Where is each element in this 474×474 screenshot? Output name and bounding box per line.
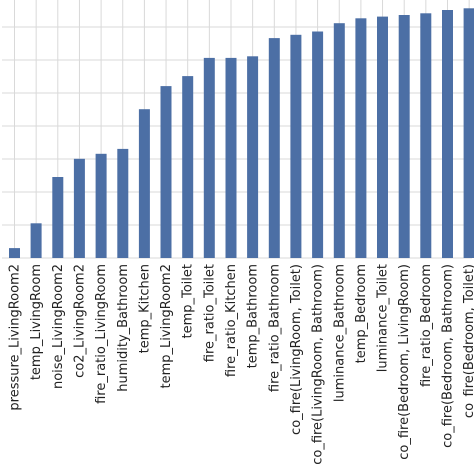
bar-11 <box>247 56 259 258</box>
x-tick-label: temp_Bathroom <box>246 264 261 368</box>
x-tick-label: temp_Bedroom <box>354 264 369 363</box>
bar-17 <box>377 16 388 258</box>
bar-16 <box>355 18 367 258</box>
x-tick-label: luminance_Toilet <box>376 264 391 372</box>
x-tick-label: fire_ratio_LivingRoom <box>94 264 109 404</box>
x-tick-labels: pressure_LivingRoom2 temp_LivingRoom noise… <box>8 264 474 465</box>
bar-12 <box>268 38 280 258</box>
bar-21 <box>463 8 474 258</box>
bar-10 <box>225 57 237 259</box>
bar-8 <box>182 76 194 258</box>
x-tick-label: fire_ratio_Bedroom <box>419 264 434 387</box>
x-tick-label: temp_LivingRoom <box>29 264 44 380</box>
x-tick-label: temp_Kitchen <box>137 264 152 353</box>
bar-5 <box>117 148 129 258</box>
bar-6 <box>138 109 150 258</box>
bars <box>9 8 474 259</box>
bar-13 <box>290 34 302 258</box>
bar-20 <box>442 10 453 258</box>
x-tick-label: pressure_LivingRoom2 <box>8 264 23 411</box>
x-tick-label: temp_LivingRoom2 <box>159 264 174 388</box>
bar-0 <box>9 248 20 258</box>
x-tick-label: humidity_Bathroom <box>116 264 131 392</box>
x-tick-label: co2_LivingRoom2 <box>72 264 87 378</box>
bar-15 <box>333 23 345 259</box>
x-tick-label: fire_ratio_Kitchen <box>224 264 239 377</box>
x-tick-label: fire_ratio_Toilet <box>202 264 217 362</box>
bar-2 <box>52 177 64 258</box>
x-tick-label: noise_LivingRoom2 <box>51 264 66 389</box>
x-tick-label: fire_ratio_Bathroom <box>267 264 282 392</box>
bar-14 <box>312 31 324 258</box>
bar-1 <box>30 223 42 258</box>
bar-18 <box>398 15 410 258</box>
x-tick-label: temp_Toilet <box>181 264 196 339</box>
bar-3 <box>73 158 85 258</box>
bar-4 <box>95 153 107 258</box>
x-tick-label: co_fire(Bedroom, Bathroom) <box>441 264 456 448</box>
x-tick-label: co_fire(Bedroom, LivingRoom) <box>397 264 412 460</box>
x-tick-label: luminance_Bathroom <box>332 264 347 402</box>
bar-19 <box>420 13 432 258</box>
x-tick-label: co_fire(LivingRoom, Bathroom) <box>311 264 326 465</box>
bar-9 <box>203 57 215 259</box>
bar-7 <box>160 86 172 258</box>
x-tick-label: co_fire(Bedroom, Toilet) <box>462 264 474 418</box>
x-tick-label: co_fire(LivingRoom, Toilet) <box>289 264 304 435</box>
